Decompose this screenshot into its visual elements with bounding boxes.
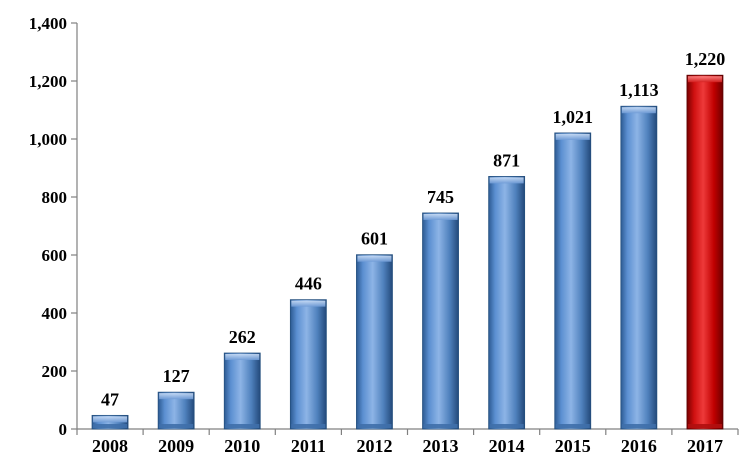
y-tick-label: 1,200	[29, 72, 67, 91]
y-tick-label: 400	[42, 304, 68, 323]
bar-body	[620, 105, 658, 430]
bar-base	[357, 424, 392, 428]
bar	[554, 132, 592, 430]
bar	[488, 176, 526, 430]
data-label: 262	[229, 327, 256, 347]
bar	[289, 299, 327, 430]
bar-highlight	[686, 74, 724, 430]
bar	[157, 391, 195, 430]
bar-cap	[225, 354, 260, 361]
x-tick-label: 2014	[489, 436, 525, 456]
bar-body	[289, 299, 327, 430]
y-tick-label: 600	[42, 246, 68, 265]
bar-base	[621, 424, 656, 428]
bar-base	[291, 424, 326, 428]
bar-body	[422, 212, 459, 430]
bar-body	[686, 74, 724, 430]
y-tick-label: 800	[42, 188, 68, 207]
bar-body	[223, 352, 261, 430]
labels-group: 47 2008 127 2009 262 2010 446 2011 601 2012 745 201…	[92, 49, 725, 456]
bar	[223, 352, 261, 430]
bar-base	[225, 424, 260, 428]
bars-group	[91, 74, 724, 430]
bar-base	[687, 424, 722, 428]
bar-cap	[159, 393, 194, 400]
bar-cap	[291, 300, 326, 307]
bar-body	[356, 254, 393, 430]
bar-body	[488, 176, 526, 430]
bar-cap	[687, 76, 722, 83]
x-tick-label: 2011	[291, 436, 326, 456]
data-label: 1,220	[685, 49, 726, 69]
x-tick-label: 2008	[92, 436, 128, 456]
data-label: 127	[163, 366, 190, 386]
bar-base	[159, 424, 194, 428]
bar	[356, 254, 393, 430]
data-label: 745	[427, 187, 454, 207]
bar	[422, 212, 459, 430]
data-label: 1,113	[619, 80, 659, 100]
bar	[91, 414, 129, 430]
bar-base	[93, 424, 128, 428]
data-label: 871	[493, 150, 520, 170]
data-label: 47	[101, 389, 119, 409]
y-tick-label: 200	[42, 362, 68, 381]
bar-cap	[621, 107, 656, 114]
y-tick-label: 1,400	[29, 14, 67, 33]
x-tick-label: 2013	[423, 436, 459, 456]
bar-base	[555, 424, 590, 428]
x-tick-label: 2016	[621, 436, 657, 456]
x-tick-label: 2010	[224, 436, 260, 456]
x-tick-label: 2012	[356, 436, 392, 456]
data-label: 601	[361, 229, 388, 249]
bar-cap	[357, 255, 392, 262]
bar	[620, 105, 658, 430]
bar-base	[423, 424, 458, 428]
x-tick-label: 2009	[158, 436, 194, 456]
data-label: 446	[295, 274, 322, 294]
y-tick-label: 1,000	[29, 130, 67, 149]
axes: 0 200 400 600 800 1,000 1,200 1,400	[29, 14, 739, 439]
y-tick-label: 0	[59, 420, 68, 439]
bar-cap	[93, 416, 128, 423]
bar-body	[554, 132, 592, 430]
bar-cap	[423, 213, 458, 220]
bar-base	[489, 424, 524, 428]
data-label: 1,021	[553, 107, 594, 127]
x-tick-label: 2017	[687, 436, 723, 456]
x-tick-label: 2015	[555, 436, 591, 456]
bar-cap	[489, 177, 524, 184]
bar-cap	[555, 133, 590, 140]
